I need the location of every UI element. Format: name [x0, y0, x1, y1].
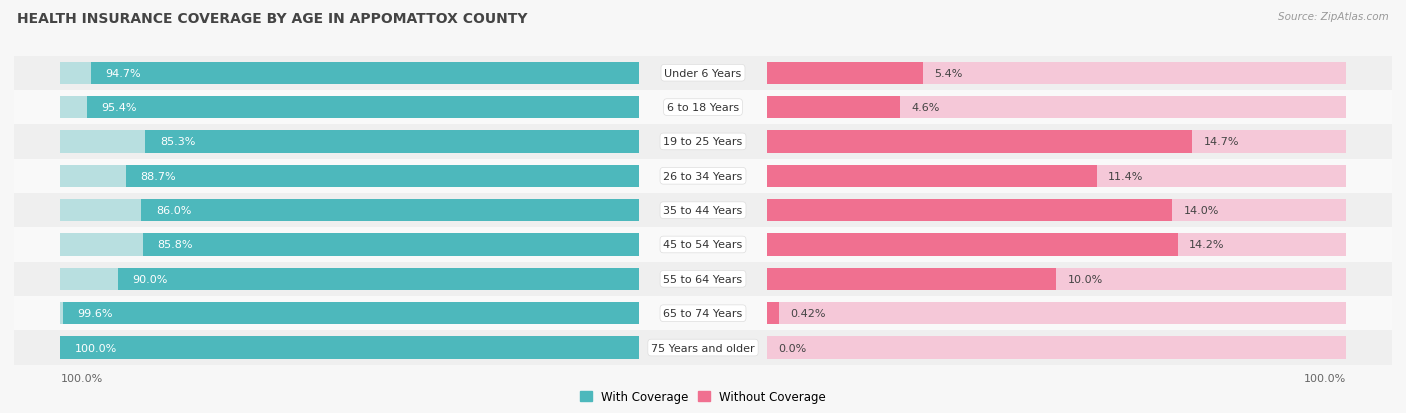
FancyBboxPatch shape — [14, 262, 1392, 296]
FancyBboxPatch shape — [14, 125, 1392, 159]
Bar — [766, 62, 922, 85]
Bar — [766, 234, 1178, 256]
FancyBboxPatch shape — [14, 57, 1392, 91]
Bar — [60, 131, 640, 153]
Bar — [766, 165, 1346, 188]
Text: Under 6 Years: Under 6 Years — [665, 69, 741, 78]
Bar — [60, 302, 640, 325]
Bar — [766, 97, 900, 119]
Text: 6 to 18 Years: 6 to 18 Years — [666, 103, 740, 113]
FancyBboxPatch shape — [14, 194, 1392, 228]
Bar — [766, 199, 1346, 222]
Text: 45 to 54 Years: 45 to 54 Years — [664, 240, 742, 250]
FancyBboxPatch shape — [14, 330, 1392, 365]
Text: 88.7%: 88.7% — [141, 171, 176, 181]
Bar — [766, 131, 1192, 153]
Text: 14.7%: 14.7% — [1204, 137, 1239, 147]
Bar — [87, 97, 640, 119]
FancyBboxPatch shape — [14, 91, 1392, 125]
Bar — [766, 62, 1346, 85]
Text: 100.0%: 100.0% — [1303, 373, 1346, 383]
Text: 4.6%: 4.6% — [911, 103, 939, 113]
FancyBboxPatch shape — [14, 296, 1392, 330]
Bar — [63, 302, 640, 325]
Text: Source: ZipAtlas.com: Source: ZipAtlas.com — [1278, 12, 1389, 22]
Bar — [60, 97, 640, 119]
Bar — [766, 234, 1346, 256]
Bar — [60, 165, 640, 188]
Text: 90.0%: 90.0% — [132, 274, 169, 284]
Text: 94.7%: 94.7% — [105, 69, 141, 78]
Bar — [766, 302, 779, 325]
FancyBboxPatch shape — [14, 159, 1392, 194]
Text: 11.4%: 11.4% — [1108, 171, 1143, 181]
Bar — [125, 165, 640, 188]
Text: 100.0%: 100.0% — [75, 343, 117, 353]
Bar — [60, 199, 640, 222]
Bar — [60, 234, 640, 256]
Text: 65 to 74 Years: 65 to 74 Years — [664, 309, 742, 318]
Text: 99.6%: 99.6% — [77, 309, 112, 318]
Text: 55 to 64 Years: 55 to 64 Years — [664, 274, 742, 284]
Text: HEALTH INSURANCE COVERAGE BY AGE IN APPOMATTOX COUNTY: HEALTH INSURANCE COVERAGE BY AGE IN APPO… — [17, 12, 527, 26]
Bar — [766, 302, 1346, 325]
Text: 95.4%: 95.4% — [101, 103, 136, 113]
Text: 35 to 44 Years: 35 to 44 Years — [664, 206, 742, 216]
Text: 86.0%: 86.0% — [156, 206, 191, 216]
Bar — [60, 62, 640, 85]
Bar — [766, 199, 1173, 222]
Text: 5.4%: 5.4% — [935, 69, 963, 78]
Bar — [145, 131, 640, 153]
Bar — [142, 199, 640, 222]
Bar — [766, 268, 1346, 290]
Text: 75 Years and older: 75 Years and older — [651, 343, 755, 353]
Text: 10.0%: 10.0% — [1067, 274, 1102, 284]
Text: 14.0%: 14.0% — [1184, 206, 1219, 216]
Text: 14.2%: 14.2% — [1189, 240, 1225, 250]
Text: 85.3%: 85.3% — [160, 137, 195, 147]
Bar — [60, 337, 640, 359]
Text: 100.0%: 100.0% — [60, 373, 103, 383]
FancyBboxPatch shape — [14, 228, 1392, 262]
Bar — [766, 131, 1346, 153]
Bar — [766, 337, 1346, 359]
Text: 0.42%: 0.42% — [790, 309, 825, 318]
Bar — [60, 337, 640, 359]
Text: 26 to 34 Years: 26 to 34 Years — [664, 171, 742, 181]
Text: 0.0%: 0.0% — [779, 343, 807, 353]
Text: 85.8%: 85.8% — [157, 240, 193, 250]
Bar — [766, 97, 1346, 119]
Legend: With Coverage, Without Coverage: With Coverage, Without Coverage — [575, 385, 831, 408]
Bar — [766, 165, 1097, 188]
Bar — [142, 234, 640, 256]
Bar — [91, 62, 640, 85]
Bar — [60, 268, 640, 290]
Text: 19 to 25 Years: 19 to 25 Years — [664, 137, 742, 147]
Bar — [118, 268, 640, 290]
Bar — [766, 268, 1056, 290]
